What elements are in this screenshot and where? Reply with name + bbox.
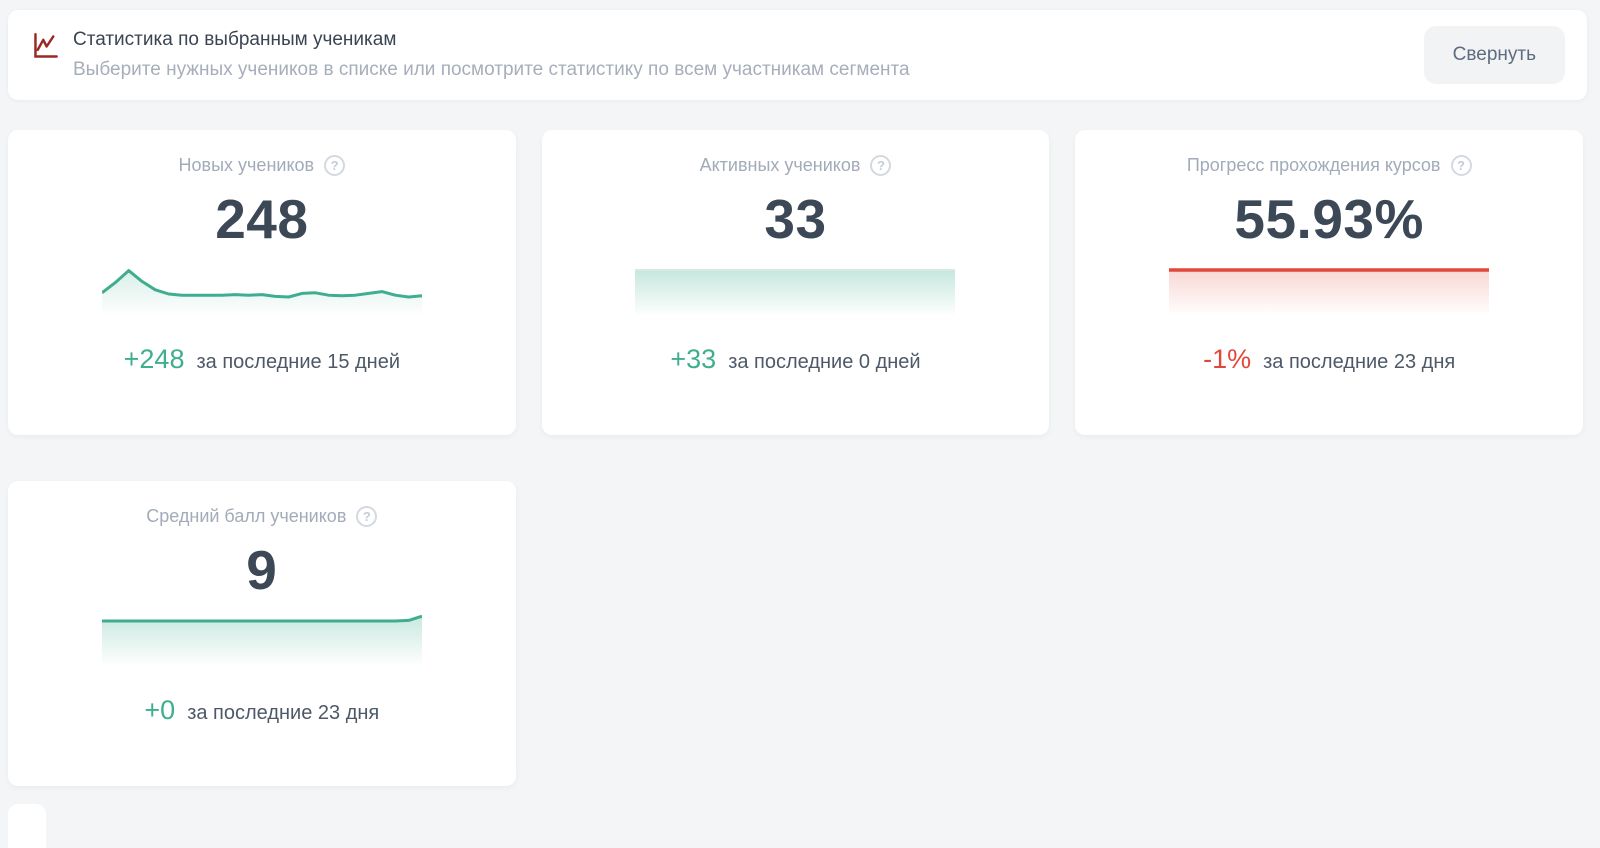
chart-line-icon (32, 32, 59, 66)
delta-caption: за последние 23 дня (1263, 350, 1456, 373)
partial-card-below-fold (8, 804, 46, 848)
stat-card-new-students: Новых учеников ? 248 +248 за последние 1… (8, 130, 516, 435)
card-title: Средний балл учеников (146, 506, 347, 526)
help-icon[interactable]: ? (356, 506, 378, 527)
delta-value: +248 (123, 343, 185, 374)
stat-value: 248 (215, 188, 309, 250)
stat-card-course-progress: Прогресс прохождения курсов ? 55.93% -1%… (1075, 130, 1583, 435)
header-texts: Статистика по выбранным ученикам Выберит… (73, 29, 910, 82)
sparkline-chart (101, 268, 422, 321)
card-title: Новых учеников (178, 155, 315, 175)
stat-card-active-students: Активных учеников ? 33 +33 за последние … (541, 130, 1050, 435)
delta-value: +0 (144, 694, 176, 725)
stat-value: 9 (246, 539, 278, 601)
stats-grid: Новых учеников ? 248 +248 за последние 1… (8, 130, 1583, 786)
header-title-group: Статистика по выбранным ученикам Выберит… (32, 29, 910, 82)
collapse-button[interactable]: Свернуть (1423, 26, 1565, 84)
delta-caption: за последние 23 дня (187, 701, 380, 724)
stat-value: 33 (764, 188, 827, 250)
help-icon[interactable]: ? (324, 155, 346, 176)
stat-value: 55.93% (1234, 188, 1424, 250)
header-subtitle: Выберите нужных учеников в списке или по… (73, 58, 910, 80)
delta-caption: за последние 15 дней (196, 350, 401, 373)
stat-card-average-score: Средний балл учеников ? 9 +0 за последни… (8, 481, 516, 786)
delta-caption: за последние 0 дней (728, 350, 921, 373)
stats-header: Статистика по выбранным ученикам Выберит… (8, 10, 1587, 100)
sparkline-chart (635, 268, 956, 321)
sparkline-chart (1169, 267, 1490, 321)
card-title: Активных учеников (699, 155, 861, 175)
header-title: Статистика по выбранным ученикам (73, 28, 397, 50)
sparkline-chart (101, 614, 422, 672)
delta-value: -1% (1203, 343, 1252, 374)
help-icon[interactable]: ? (1450, 155, 1472, 176)
help-icon[interactable]: ? (870, 155, 892, 176)
delta-value: +33 (670, 343, 717, 374)
card-title: Прогресс прохождения курсов (1186, 155, 1441, 175)
